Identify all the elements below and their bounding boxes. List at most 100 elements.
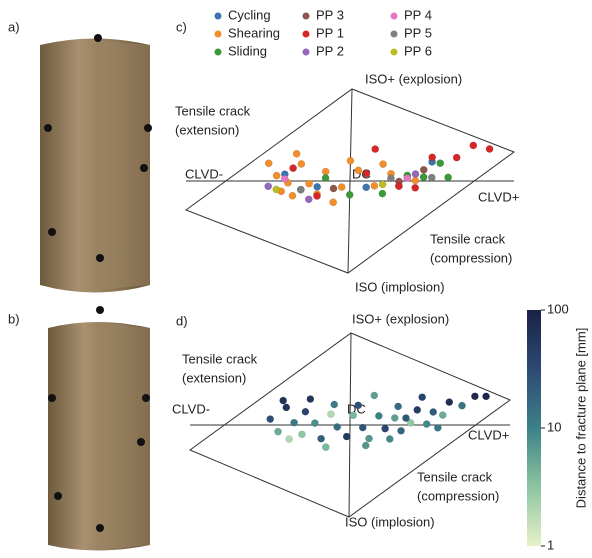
event-point (371, 392, 378, 399)
colorbar-label: Distance to fracture plane [mm] (573, 328, 588, 509)
event-point (386, 435, 393, 442)
event-point (289, 192, 296, 199)
event-point (486, 145, 493, 152)
diagram-label: ISO+ (explosion) (365, 71, 462, 86)
event-point (313, 192, 320, 199)
event-point (387, 175, 394, 182)
event-point (338, 183, 345, 190)
event-point (429, 154, 436, 161)
event-point (363, 184, 370, 191)
event-point (470, 142, 477, 149)
event-point (420, 166, 427, 173)
event-point (412, 170, 419, 177)
event-point (318, 435, 325, 442)
event-point (350, 412, 357, 419)
legend-label: PP 6 (404, 43, 432, 58)
event-point (379, 190, 386, 197)
event-point (322, 174, 329, 181)
event-point (395, 183, 402, 190)
event-point (322, 168, 329, 175)
figure: a) b) c) d) ISO+ (explosion) Tensile crac… (0, 0, 592, 558)
event-point (439, 412, 446, 419)
legend-label: PP 1 (316, 25, 344, 40)
event-point (307, 395, 314, 402)
diagram-label: (extension) (175, 122, 239, 137)
event-point (372, 145, 379, 152)
event-point (306, 180, 313, 187)
legend-marker (215, 49, 222, 56)
colorbar-tick-label: 10 (547, 419, 561, 434)
event-point (293, 150, 300, 157)
diagram-label: (compression) (430, 250, 512, 265)
legend-marker (391, 13, 398, 20)
event-point (365, 435, 372, 442)
event-point (428, 174, 435, 181)
event-point (347, 157, 354, 164)
event-point (434, 424, 441, 431)
event-point (280, 397, 287, 404)
event-point (395, 403, 402, 410)
event-point (453, 154, 460, 161)
legend-marker (215, 31, 222, 38)
event-point (419, 394, 426, 401)
event-point (430, 408, 437, 415)
legend-marker (303, 31, 310, 38)
event-point (412, 177, 419, 184)
panel-label: c) (176, 19, 187, 34)
panel-label: b) (8, 311, 20, 326)
panel-label: d) (176, 313, 188, 328)
event-point (311, 420, 318, 427)
event-point (273, 186, 280, 193)
diagram-label: (compression) (417, 488, 499, 503)
diagram-label: Tensile crack (430, 231, 506, 246)
diagram-label: CLVD- (172, 401, 210, 416)
legend-label: Cycling (228, 7, 271, 22)
diagram-label: ISO (implosion) (355, 279, 445, 294)
diagram-label: CLVD+ (468, 427, 509, 442)
event-point (362, 442, 369, 449)
diagram-label: Tensile crack (182, 351, 258, 366)
diagram-label: Tensile crack (417, 469, 493, 484)
diagram-label: CLVD- (185, 166, 223, 181)
event-point (363, 170, 370, 177)
event-point (298, 431, 305, 438)
event-point (286, 436, 293, 443)
event-point (298, 160, 305, 167)
event-point (446, 399, 453, 406)
core-a (40, 34, 152, 293)
event-point (274, 428, 281, 435)
legend-label: PP 4 (404, 7, 432, 22)
event-point (412, 184, 419, 191)
event-point (445, 174, 452, 181)
colorbar-tick-label: 1 (547, 537, 554, 552)
event-point (379, 181, 386, 188)
diagram-label: ISO+ (explosion) (352, 311, 449, 326)
legend-label: PP 5 (404, 25, 432, 40)
event-point (423, 420, 430, 427)
event-point (382, 425, 389, 432)
event-point (346, 191, 353, 198)
legend-marker (391, 31, 398, 38)
panel-label: a) (8, 19, 20, 34)
event-point (334, 423, 341, 430)
event-point (355, 167, 362, 174)
event-point (458, 402, 465, 409)
event-point (327, 411, 334, 418)
event-point (343, 433, 350, 440)
legend-marker (215, 13, 222, 20)
legend-marker (391, 49, 398, 56)
event-point (359, 424, 366, 431)
event-point (291, 419, 298, 426)
event-point (404, 175, 411, 182)
event-point (267, 416, 274, 423)
event-point (322, 444, 329, 451)
colorbar-tick-label: 100 (547, 301, 569, 316)
event-point (482, 393, 489, 400)
event-point (305, 196, 312, 203)
diagram-label: Tensile crack (175, 103, 251, 118)
event-point (371, 182, 378, 189)
legend-marker (303, 49, 310, 56)
legend-label: PP 3 (316, 7, 344, 22)
event-point (355, 402, 362, 409)
event-point (297, 186, 304, 193)
